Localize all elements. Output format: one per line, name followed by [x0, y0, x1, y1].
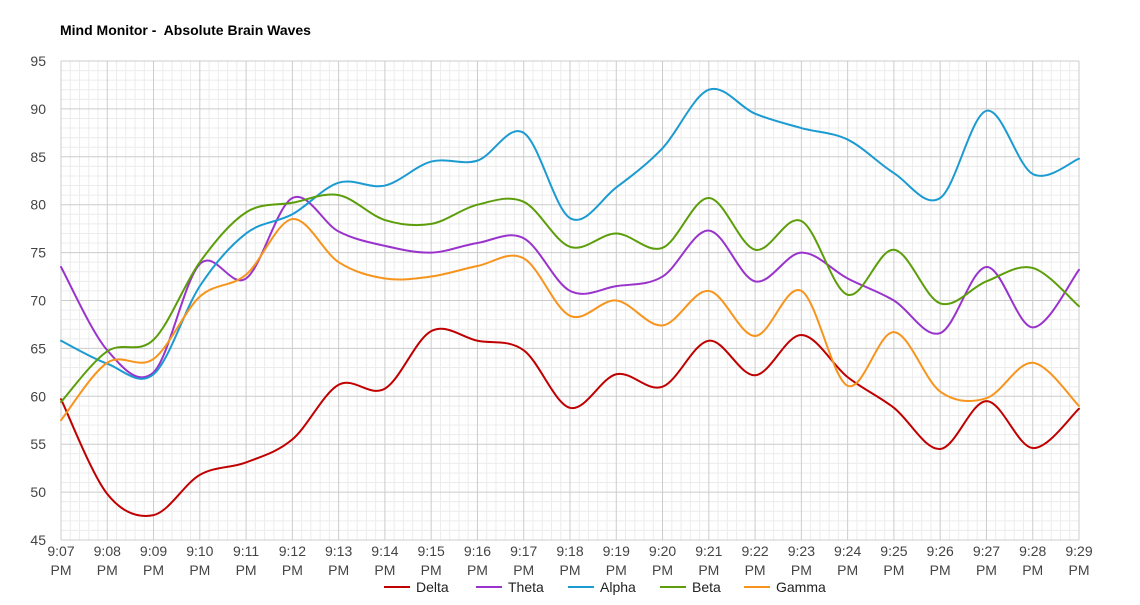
- chart-title: Mind Monitor - Absolute Brain Waves: [60, 22, 311, 38]
- legend: Delta Theta Alpha Beta Gamma: [384, 579, 826, 595]
- x-tick-label: 9:16 PM: [464, 543, 491, 578]
- x-tick-label: 9:12 PM: [279, 543, 306, 578]
- x-tick-label: 9:07 PM: [47, 543, 74, 578]
- series-line-gamma: [60, 218, 1080, 422]
- legend-item-gamma[interactable]: Gamma: [744, 579, 826, 595]
- y-tick-label: 75: [30, 245, 46, 261]
- x-tick-label: 9:15 PM: [418, 543, 445, 578]
- x-tick-label: 9:24 PM: [834, 543, 861, 578]
- legend-item-alpha[interactable]: Alpha: [568, 579, 636, 595]
- x-tick-label: 9:23 PM: [788, 543, 815, 578]
- series-line-delta: [60, 327, 1080, 517]
- y-tick-label: 85: [30, 149, 46, 165]
- series-lines: [60, 87, 1080, 517]
- y-tick-label: 65: [30, 340, 46, 356]
- y-tick-label: 45: [30, 532, 46, 548]
- legend-label: Delta: [416, 579, 449, 595]
- y-tick-label: 90: [30, 101, 46, 117]
- y-tick-label: 70: [30, 293, 46, 309]
- x-tick-label: 9:08 PM: [94, 543, 121, 578]
- series-line-theta: [60, 195, 1080, 379]
- y-tick-label: 60: [30, 388, 46, 404]
- x-tick-label: 9:26 PM: [927, 543, 954, 578]
- x-tick-label: 9:11 PM: [233, 543, 259, 578]
- x-tick-label: 9:25 PM: [880, 543, 907, 578]
- series-line-alpha: [60, 87, 1080, 380]
- x-tick-label: 9:28 PM: [1019, 543, 1046, 578]
- x-tick-label: 9:14 PM: [371, 543, 398, 578]
- x-tick-label: 9:09 PM: [140, 543, 167, 578]
- x-tick-label: 9:10 PM: [186, 543, 213, 578]
- series-line-beta: [60, 193, 1080, 404]
- y-tick-label: 55: [30, 436, 46, 452]
- x-tick-label: 9:18 PM: [556, 543, 583, 578]
- legend-item-theta[interactable]: Theta: [476, 579, 544, 595]
- x-tick-label: 9:27 PM: [973, 543, 1000, 578]
- axes: 45 50 55 60 65 70 75 80 85 90 95 9:07 PM 9:08 PM 9:09 PM…: [30, 53, 1092, 578]
- legend-label: Alpha: [600, 579, 636, 595]
- x-tick-label: 9:20 PM: [649, 543, 676, 578]
- x-tick-label: 9:17 PM: [510, 543, 537, 578]
- legend-label: Beta: [692, 579, 721, 595]
- legend-item-delta[interactable]: Delta: [384, 579, 449, 595]
- x-tick-label: 9:21 PM: [695, 543, 722, 578]
- legend-label: Theta: [508, 579, 544, 595]
- y-tick-label: 95: [30, 53, 46, 69]
- legend-item-beta[interactable]: Beta: [660, 579, 721, 595]
- y-tick-label: 50: [30, 484, 46, 500]
- y-tick-label: 80: [30, 197, 46, 213]
- x-tick-label: 9:29 PM: [1065, 543, 1092, 578]
- x-tick-label: 9:22 PM: [741, 543, 768, 578]
- x-tick-label: 9:19 PM: [603, 543, 630, 578]
- grid: [60, 60, 1080, 541]
- legend-label: Gamma: [776, 579, 826, 595]
- x-tick-label: 9:13 PM: [325, 543, 352, 578]
